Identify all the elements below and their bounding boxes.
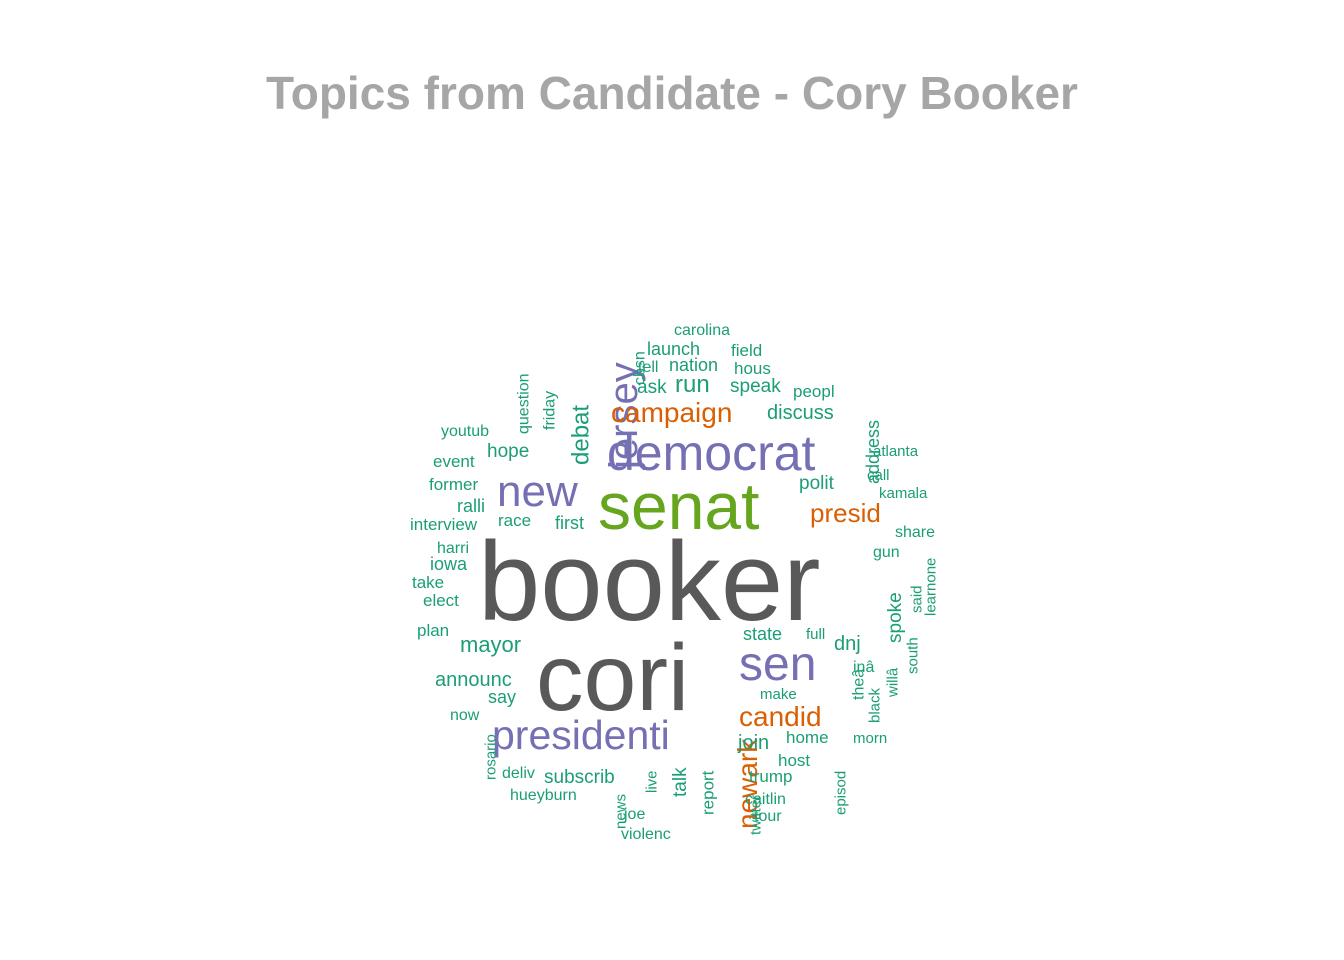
- word-spoke: spoke: [885, 592, 906, 643]
- word-interview: interview: [410, 515, 478, 534]
- word-presidenti: presidenti: [492, 712, 670, 758]
- word-race: race: [498, 511, 531, 530]
- word-run: run: [675, 371, 710, 398]
- word-harri: harri: [437, 540, 469, 557]
- word-elect: elect: [423, 591, 459, 610]
- word-address: address: [863, 420, 883, 484]
- word-deliv: deliv: [502, 765, 535, 782]
- word-said: said: [909, 585, 926, 613]
- word-hope: hope: [487, 441, 529, 462]
- word-cori: cori: [536, 625, 689, 731]
- word-state: state: [743, 624, 782, 644]
- word-say: say: [488, 687, 516, 707]
- word-episod: episod: [833, 771, 850, 815]
- word-field: field: [731, 341, 762, 360]
- word-event: event: [433, 452, 475, 471]
- word-atlanta: atlanta: [873, 443, 919, 460]
- word-theâ: theâ: [850, 669, 867, 700]
- word-violenc: violenc: [621, 826, 671, 843]
- word-newark: newark: [732, 738, 763, 829]
- word-mayor: mayor: [460, 632, 521, 657]
- word-presid: presid: [810, 498, 881, 528]
- word-talk: talk: [670, 767, 691, 797]
- word-dnj: dnj: [834, 633, 861, 655]
- word-subscrib: subscrib: [544, 767, 615, 788]
- word-twitter: twitter: [748, 795, 765, 835]
- word-join: join: [737, 732, 769, 754]
- word-trump: trump: [749, 767, 792, 786]
- word-kamala: kamala: [879, 485, 928, 502]
- word-live: live: [644, 770, 661, 793]
- word-plan: plan: [417, 621, 449, 640]
- word-iowa: iowa: [430, 554, 468, 574]
- word-ask: ask: [637, 377, 667, 398]
- word-cbsn: cbsn: [631, 351, 648, 385]
- word-question: question: [515, 374, 532, 435]
- word-ralli: ralli: [457, 496, 485, 516]
- word-tell: tell: [638, 359, 658, 376]
- word-campaign: campaign: [611, 397, 732, 428]
- word-launch: launch: [647, 339, 700, 359]
- word-democrat: democrat: [607, 425, 816, 481]
- word-jersey: jersey: [602, 362, 646, 470]
- chart-title: Topics from Candidate - Cory Booker: [266, 67, 1078, 119]
- word-south: south: [905, 637, 922, 674]
- word-report: report: [698, 770, 717, 815]
- word-tour: tour: [754, 808, 782, 825]
- word-morn: morn: [853, 730, 887, 747]
- word-peopl: peopl: [793, 382, 835, 401]
- word-now: now: [450, 707, 480, 724]
- word-hueyburn: hueyburn: [510, 787, 577, 804]
- word-black: black: [867, 687, 884, 723]
- word-learnone: learnone: [923, 558, 940, 616]
- word-gun: gun: [873, 544, 900, 561]
- word-host: host: [778, 751, 810, 770]
- word-youtub: youtub: [441, 423, 489, 440]
- word-inâ: inâ: [853, 659, 874, 676]
- word-share: share: [895, 524, 935, 541]
- word-sen: sen: [739, 638, 816, 691]
- word-senat: senat: [598, 469, 759, 543]
- word-new: new: [497, 467, 578, 516]
- word-carolina: carolina: [674, 322, 730, 339]
- word-discuss: discuss: [767, 402, 834, 424]
- word-make: make: [760, 686, 797, 703]
- word-candid: candid: [739, 701, 822, 732]
- word-booker: booker: [478, 519, 820, 644]
- word-home: home: [786, 728, 829, 747]
- word-speak: speak: [730, 376, 781, 397]
- word-willâ: willâ: [885, 667, 902, 698]
- word-friday: friday: [541, 391, 558, 430]
- word-rosario: rosario: [483, 734, 500, 780]
- word-call: call: [867, 467, 890, 484]
- word-debat: debat: [568, 405, 595, 465]
- word-news: news: [613, 794, 630, 829]
- word-full: full: [806, 626, 825, 643]
- word-former: former: [429, 475, 478, 494]
- word-first: first: [555, 513, 584, 533]
- word-joe: joe: [623, 806, 645, 823]
- word-polit: polit: [799, 473, 835, 494]
- word-hous: hous: [734, 359, 771, 378]
- word-nation: nation: [669, 355, 718, 375]
- word-announc: announc: [435, 669, 512, 691]
- word-caitlin: caitlin: [745, 791, 786, 808]
- word-take: take: [412, 573, 444, 592]
